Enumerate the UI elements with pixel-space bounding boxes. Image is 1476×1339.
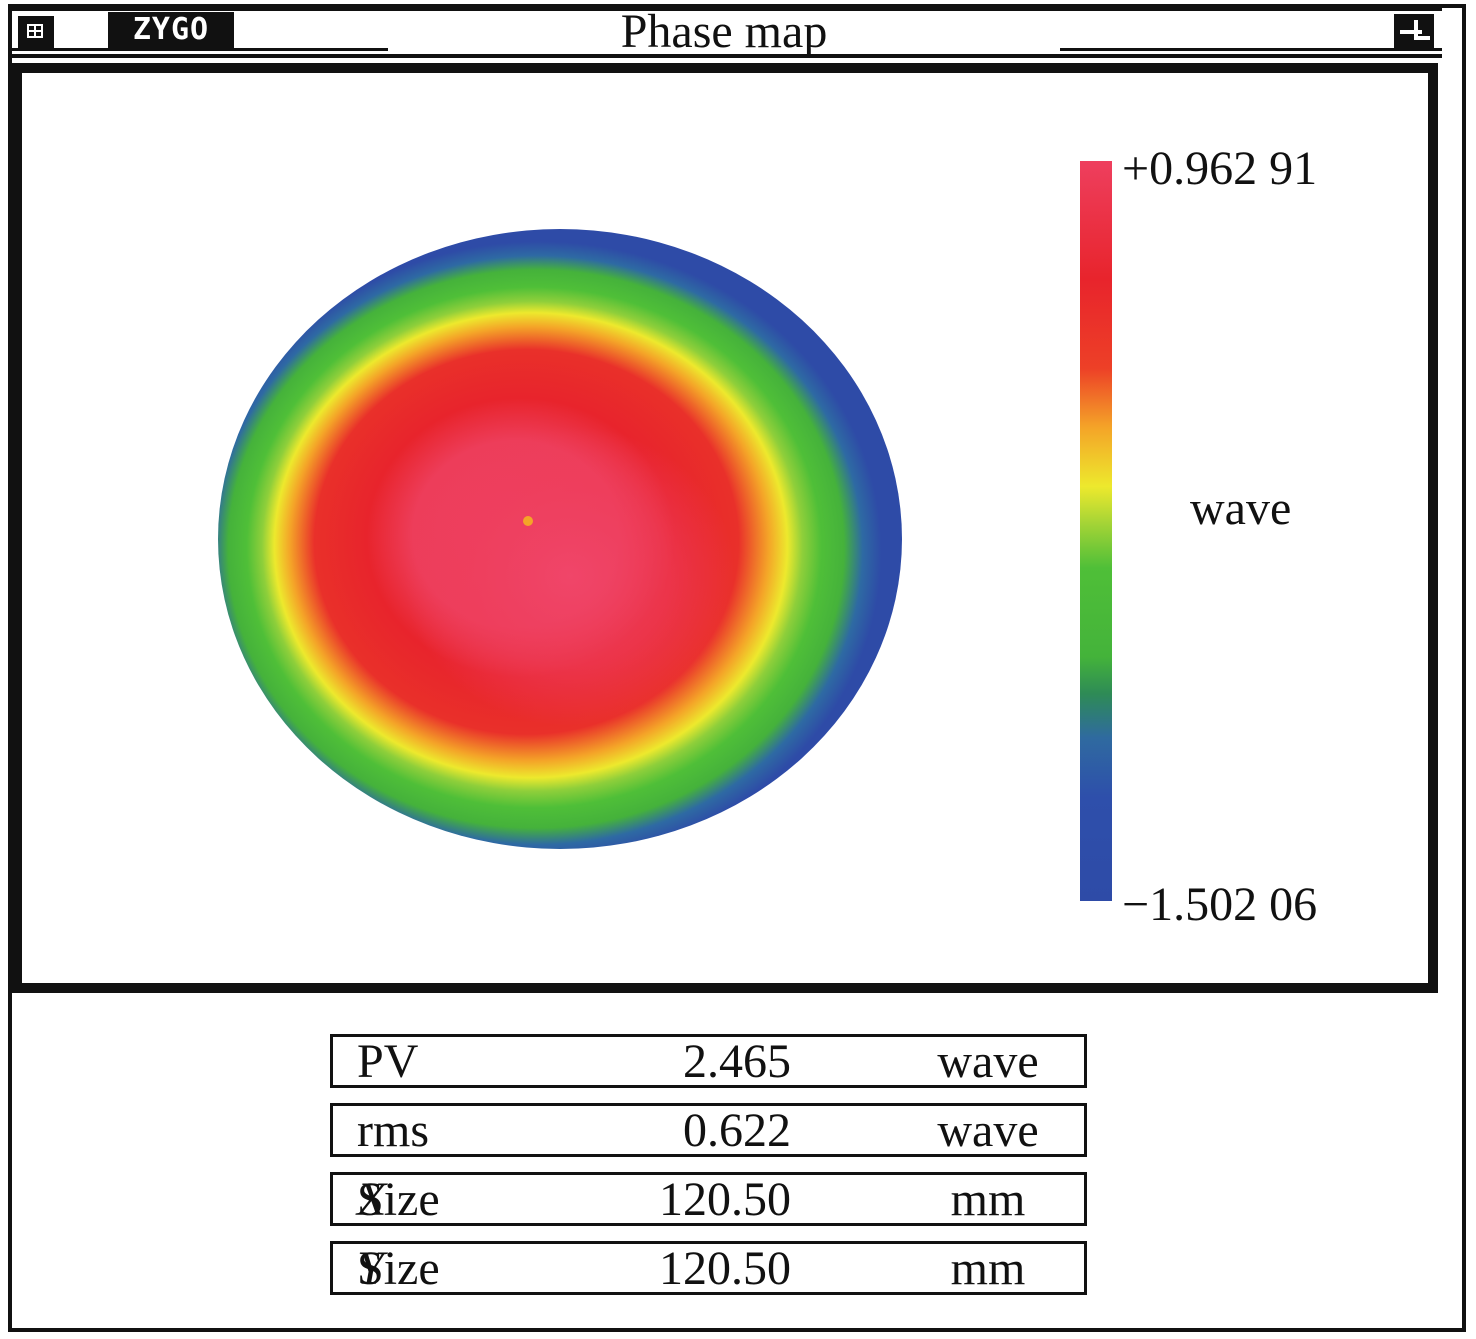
stat-value: 0.622 [683,1104,791,1157]
phase-map-image [218,229,902,849]
stat-unit: mm [950,1242,1026,1295]
window-title: Phase map [620,5,828,58]
system-menu-icon[interactable] [18,16,54,48]
title-bar-top-rule [8,8,1442,11]
stat-row-rms: rms 0.622 wave [330,1103,1087,1157]
stat-name-text: rms [357,1104,429,1157]
color-scale-unit-label: wave [1190,482,1292,535]
stat-value: 120.50 [659,1242,791,1295]
title-bar-bottom-rule-right [1060,48,1442,51]
stat-name-axis: Y [357,1242,384,1295]
stat-name-text: Size [357,1173,440,1226]
title-bar: ZYGO Phase map [8,6,1442,58]
color-scale-max-label: +0.962 91 [1122,142,1318,195]
stat-row-pv: PV 2.465 wave [330,1034,1087,1088]
color-scale-bar [1080,161,1112,901]
stat-value: 120.50 [659,1173,791,1226]
stat-name-text: PV [357,1035,419,1088]
stat-unit: wave [937,1035,1039,1088]
title-separator [8,54,1442,58]
stat-row-size-x: Size X 120.50 mm [330,1172,1087,1226]
phase-map-peak-region [405,426,735,726]
stat-value: 2.465 [683,1035,791,1088]
zygo-logo: ZYGO [108,12,234,50]
resize-icon[interactable] [1394,14,1434,50]
stat-name-axis: X [357,1173,387,1226]
stat-row-size-y: Size Y 120.50 mm [330,1241,1087,1295]
stat-name-text: Size [357,1242,440,1295]
stat-unit: mm [950,1173,1026,1226]
stat-unit: wave [937,1104,1039,1157]
phase-map-plot: +0.962 91 wave −1.502 06 [12,63,1438,993]
color-scale-min-label: −1.502 06 [1122,878,1318,931]
phase-map-center-mark [523,516,533,526]
